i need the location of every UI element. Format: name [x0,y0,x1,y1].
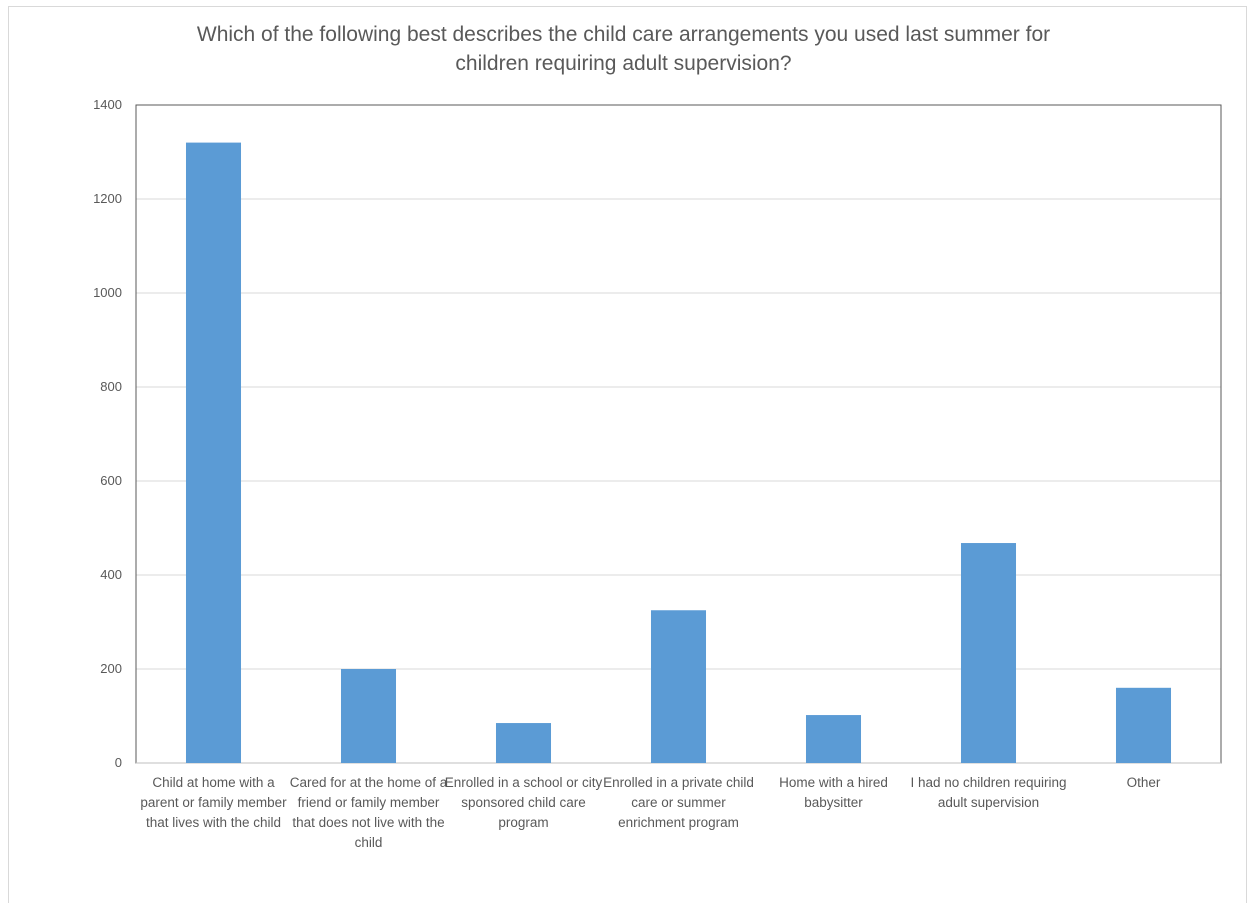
bar [650,610,707,763]
x-category-label: Child at home with a parent or family me… [140,775,287,830]
bar [185,142,242,764]
x-category-label: Cared for at the home of a friend or fam… [289,775,448,850]
y-tick-label: 800 [100,379,122,394]
x-category-label: Other [1126,775,1161,790]
x-category-label: Home with a hired babysitter [779,775,888,810]
bar [960,543,1017,763]
y-tick-label: 1000 [93,285,122,300]
bar [1115,687,1172,763]
x-category-label: Enrolled in a private child care or summ… [603,775,754,830]
y-tick-label: 0 [115,755,122,770]
y-tick-label: 1200 [93,191,122,206]
y-tick-label: 600 [100,473,122,488]
x-category-label: Enrolled in a school or city sponsored c… [444,775,603,830]
bar [805,715,862,763]
x-category-label: I had no children requiring adult superv… [910,775,1067,810]
y-tick-label: 200 [100,661,122,676]
y-tick-label: 400 [100,567,122,582]
y-tick-label: 1400 [93,97,122,112]
bar [340,669,397,763]
chart-title: Which of the following best describes th… [196,23,1051,75]
bar [495,723,552,763]
